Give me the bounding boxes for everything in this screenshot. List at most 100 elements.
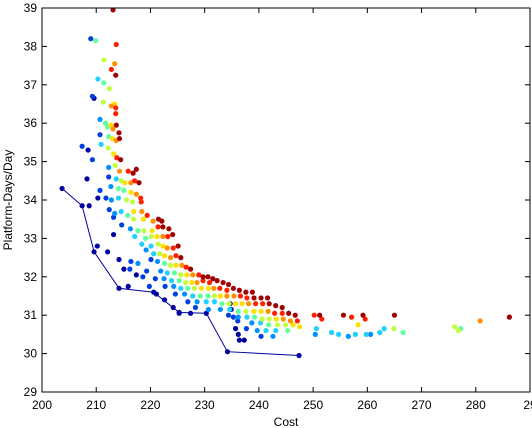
data-point [142, 235, 149, 241]
data-point [132, 178, 138, 184]
x-tick-label: 200 [32, 398, 52, 412]
data-point [110, 126, 116, 132]
data-point [160, 224, 166, 230]
data-point [245, 301, 252, 307]
data-point [311, 312, 317, 318]
data-point [108, 66, 115, 73]
x-tick-label: 29 [523, 398, 532, 412]
data-point [235, 318, 241, 324]
data-point [119, 222, 125, 228]
data-point [224, 293, 230, 299]
data-point [166, 226, 172, 232]
y-tick-label: 38 [24, 39, 38, 53]
data-point [266, 322, 272, 328]
data-point [273, 327, 279, 334]
data-point [121, 266, 127, 272]
data-point [377, 329, 383, 336]
data-point [151, 251, 157, 257]
data-point [292, 312, 298, 318]
data-point [251, 314, 258, 320]
data-point [116, 130, 122, 136]
y-tick-label: 35 [24, 155, 38, 169]
data-point [185, 285, 191, 291]
data-point [93, 38, 99, 44]
frontier-point [224, 349, 231, 355]
data-point [211, 285, 217, 291]
data-point [94, 243, 100, 249]
data-point [290, 322, 296, 328]
data-point [105, 145, 111, 151]
data-point [138, 199, 144, 205]
data-point [155, 241, 161, 247]
x-tick-label: 240 [249, 398, 269, 412]
data-point [113, 176, 119, 182]
data-point [161, 276, 167, 282]
data-point [106, 86, 112, 92]
data-point [205, 274, 211, 280]
data-point [110, 151, 117, 157]
data-point [266, 301, 272, 307]
data-point [168, 278, 175, 284]
data-point [506, 314, 512, 320]
data-point [286, 310, 292, 316]
data-point [102, 120, 109, 126]
data-point [200, 274, 206, 280]
data-point [108, 183, 114, 190]
data-point [127, 266, 133, 272]
data-point [106, 207, 112, 213]
data-point [148, 233, 155, 240]
data-point [89, 93, 96, 99]
data-point [285, 327, 291, 334]
data-point [106, 174, 112, 180]
data-point [194, 279, 200, 286]
points-layer [79, 7, 512, 343]
data-point [153, 291, 160, 297]
data-point [112, 61, 118, 67]
data-point [112, 210, 118, 217]
data-point [121, 187, 127, 193]
data-point [205, 306, 212, 313]
data-point [171, 270, 177, 276]
data-point [110, 7, 116, 13]
data-point [97, 132, 103, 138]
data-point [101, 57, 107, 63]
data-point [190, 293, 196, 299]
data-point [211, 299, 218, 305]
data-point [158, 268, 164, 274]
data-point [259, 316, 265, 322]
data-point [340, 312, 347, 318]
x-tick-label: 230 [195, 398, 215, 412]
x-tick-label: 250 [303, 398, 323, 412]
data-point [123, 197, 130, 203]
data-point [232, 326, 239, 332]
data-point [113, 122, 119, 128]
data-point [170, 304, 176, 311]
data-point [198, 285, 205, 291]
data-point [225, 281, 232, 288]
data-point [249, 320, 255, 326]
data-point [110, 231, 117, 238]
x-axis-title: Cost [274, 415, 299, 428]
data-point [170, 245, 176, 251]
plot-background [42, 8, 530, 392]
x-tick-label: 280 [466, 398, 486, 412]
data-point [282, 322, 289, 328]
data-point [243, 289, 249, 295]
y-tick-label: 31 [24, 308, 38, 322]
data-point [175, 243, 181, 249]
data-point [112, 162, 118, 169]
data-point [85, 147, 91, 153]
data-point [226, 301, 232, 307]
data-point [86, 203, 92, 209]
data-point [150, 218, 156, 224]
data-point [235, 308, 241, 314]
data-point [206, 279, 213, 286]
data-point [236, 337, 242, 343]
data-point [115, 195, 122, 201]
data-point [196, 272, 202, 278]
data-point [128, 189, 134, 195]
data-point [231, 293, 237, 299]
data-point [143, 247, 149, 253]
data-point [296, 324, 303, 330]
frontier-point [59, 185, 65, 192]
